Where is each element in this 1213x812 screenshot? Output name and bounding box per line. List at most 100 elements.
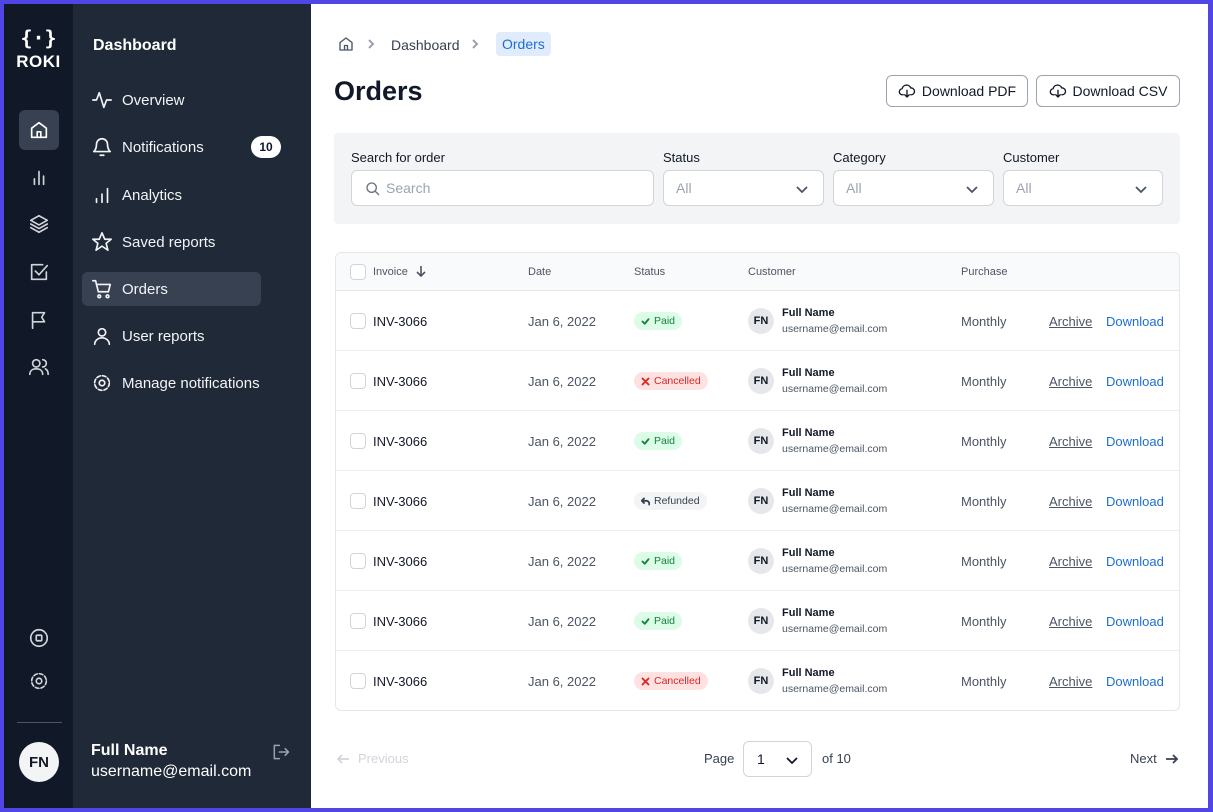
customer-email: username@email.com bbox=[782, 683, 888, 695]
status-badge: Paid bbox=[634, 432, 683, 450]
download-link[interactable]: Download bbox=[1106, 613, 1164, 629]
customer-name: Full Name bbox=[782, 547, 835, 559]
logout-icon[interactable] bbox=[271, 742, 291, 762]
archive-link[interactable]: Archive bbox=[1049, 313, 1093, 329]
table-row: INV-3066 Jan 6, 2022 Paid FN Full Name userna… bbox=[336, 291, 1179, 351]
select-all-checkbox[interactable] bbox=[350, 264, 366, 280]
customer-email: username@email.com bbox=[782, 323, 888, 335]
row-checkbox[interactable] bbox=[350, 433, 366, 449]
download-link[interactable]: Download bbox=[1106, 673, 1164, 689]
status-badge: Cancelled bbox=[634, 672, 708, 690]
invoice: INV-3066 bbox=[373, 433, 428, 449]
nav-item[interactable]: User reports bbox=[82, 319, 261, 353]
next-button[interactable]: Next bbox=[1130, 751, 1179, 766]
category-select[interactable]: All bbox=[833, 170, 994, 206]
search-input[interactable]: Search bbox=[351, 170, 654, 206]
status-badge: Refunded bbox=[634, 492, 707, 510]
rail-tasks[interactable] bbox=[19, 252, 59, 292]
page-select[interactable]: 1 bbox=[743, 741, 812, 777]
column-header: Date bbox=[528, 266, 552, 278]
status-badge: Paid bbox=[634, 612, 683, 630]
row-checkbox[interactable] bbox=[350, 373, 366, 389]
orders-table: Invoice Date Status Customer Purchase IN… bbox=[335, 252, 1180, 711]
nav-label: Notifications bbox=[122, 138, 204, 156]
archive-link[interactable]: Archive bbox=[1049, 553, 1093, 569]
status-icon bbox=[641, 677, 650, 685]
status-cell: Refunded bbox=[634, 471, 707, 531]
nav-item[interactable]: Analytics bbox=[82, 178, 261, 212]
row-checkbox[interactable] bbox=[350, 313, 366, 329]
user-name: Full Name bbox=[91, 742, 168, 759]
rail-flag[interactable] bbox=[19, 300, 59, 340]
status-cell: Cancelled bbox=[634, 351, 708, 411]
row-checkbox[interactable] bbox=[350, 553, 366, 569]
archive-link[interactable]: Archive bbox=[1049, 673, 1093, 689]
download-link[interactable]: Download bbox=[1106, 313, 1164, 329]
nav-item[interactable]: Overview bbox=[82, 83, 261, 117]
user-avatar[interactable]: FN bbox=[19, 742, 59, 782]
status-icon bbox=[641, 617, 650, 625]
download-pdf-button[interactable]: Download PDF bbox=[886, 75, 1028, 107]
customer-select[interactable]: All bbox=[1003, 170, 1163, 206]
row-checkbox[interactable] bbox=[350, 613, 366, 629]
select-value: All bbox=[676, 180, 692, 196]
invoice: INV-3066 bbox=[373, 493, 428, 509]
rail-users[interactable] bbox=[19, 347, 59, 387]
status-cell: Paid bbox=[634, 591, 683, 651]
rail-analytics[interactable] bbox=[19, 157, 59, 197]
row-checkbox[interactable] bbox=[350, 493, 366, 509]
filter-label: Status bbox=[663, 150, 700, 165]
filter-label: Search for order bbox=[351, 150, 445, 165]
search-placeholder: Search bbox=[386, 180, 431, 196]
previous-button[interactable]: Previous bbox=[336, 751, 409, 766]
nav-item[interactable]: Manage notifications bbox=[82, 366, 261, 400]
download-link[interactable]: Download bbox=[1106, 373, 1164, 389]
download-link[interactable]: Download bbox=[1106, 433, 1164, 449]
nav-item[interactable]: Saved reports bbox=[82, 225, 261, 259]
customer-avatar: FN bbox=[748, 548, 774, 574]
status-badge: Paid bbox=[634, 312, 683, 330]
breadcrumb-separator bbox=[472, 39, 479, 49]
status-label: Refunded bbox=[654, 495, 700, 507]
status-select[interactable]: All bbox=[663, 170, 824, 206]
sidebar: Dashboard Overview Notifications 10 Analy… bbox=[73, 4, 311, 808]
nav-item[interactable]: Notifications 10 bbox=[82, 130, 281, 164]
filter-label: Customer bbox=[1003, 150, 1060, 165]
breadcrumb-separator bbox=[368, 39, 375, 49]
rail-divider bbox=[17, 722, 62, 723]
sort-icon[interactable] bbox=[415, 265, 427, 277]
status-label: Paid bbox=[654, 555, 676, 567]
download-csv-button[interactable]: Download CSV bbox=[1036, 75, 1180, 107]
customer-name: Full Name bbox=[782, 667, 835, 679]
archive-link[interactable]: Archive bbox=[1049, 493, 1093, 509]
table-row: INV-3066 Jan 6, 2022 Cancelled FN Full Name u… bbox=[336, 651, 1179, 710]
nav-item[interactable]: Orders bbox=[82, 272, 261, 306]
column-header[interactable]: Invoice bbox=[373, 266, 408, 278]
rail-settings[interactable] bbox=[19, 661, 59, 701]
breadcrumb-item[interactable]: Dashboard bbox=[391, 37, 460, 53]
customer-email: username@email.com bbox=[782, 443, 888, 455]
archive-link[interactable]: Archive bbox=[1049, 373, 1093, 389]
archive-link[interactable]: Archive bbox=[1049, 613, 1093, 629]
invoice: INV-3066 bbox=[373, 673, 428, 689]
nav-label: Saved reports bbox=[122, 233, 216, 251]
invoice: INV-3066 bbox=[373, 613, 428, 629]
table-header: Invoice Date Status Customer Purchase bbox=[336, 253, 1179, 291]
date: Jan 6, 2022 bbox=[528, 673, 596, 689]
breadcrumb-home[interactable] bbox=[337, 35, 355, 53]
download-link[interactable]: Download bbox=[1106, 553, 1164, 569]
rail-support[interactable] bbox=[19, 618, 59, 658]
archive-link[interactable]: Archive bbox=[1049, 433, 1093, 449]
rail-home[interactable] bbox=[19, 110, 59, 150]
nav-label: Analytics bbox=[122, 186, 183, 204]
download-link[interactable]: Download bbox=[1106, 493, 1164, 509]
row-checkbox[interactable] bbox=[350, 673, 366, 689]
filter-label: Category bbox=[833, 150, 886, 165]
customer-avatar: FN bbox=[748, 488, 774, 514]
nav-label: Manage notifications bbox=[122, 374, 260, 392]
rail-layers[interactable] bbox=[19, 204, 59, 244]
customer-avatar: FN bbox=[748, 608, 774, 634]
nav-label: Orders bbox=[122, 280, 168, 298]
customer-email: username@email.com bbox=[782, 383, 888, 395]
